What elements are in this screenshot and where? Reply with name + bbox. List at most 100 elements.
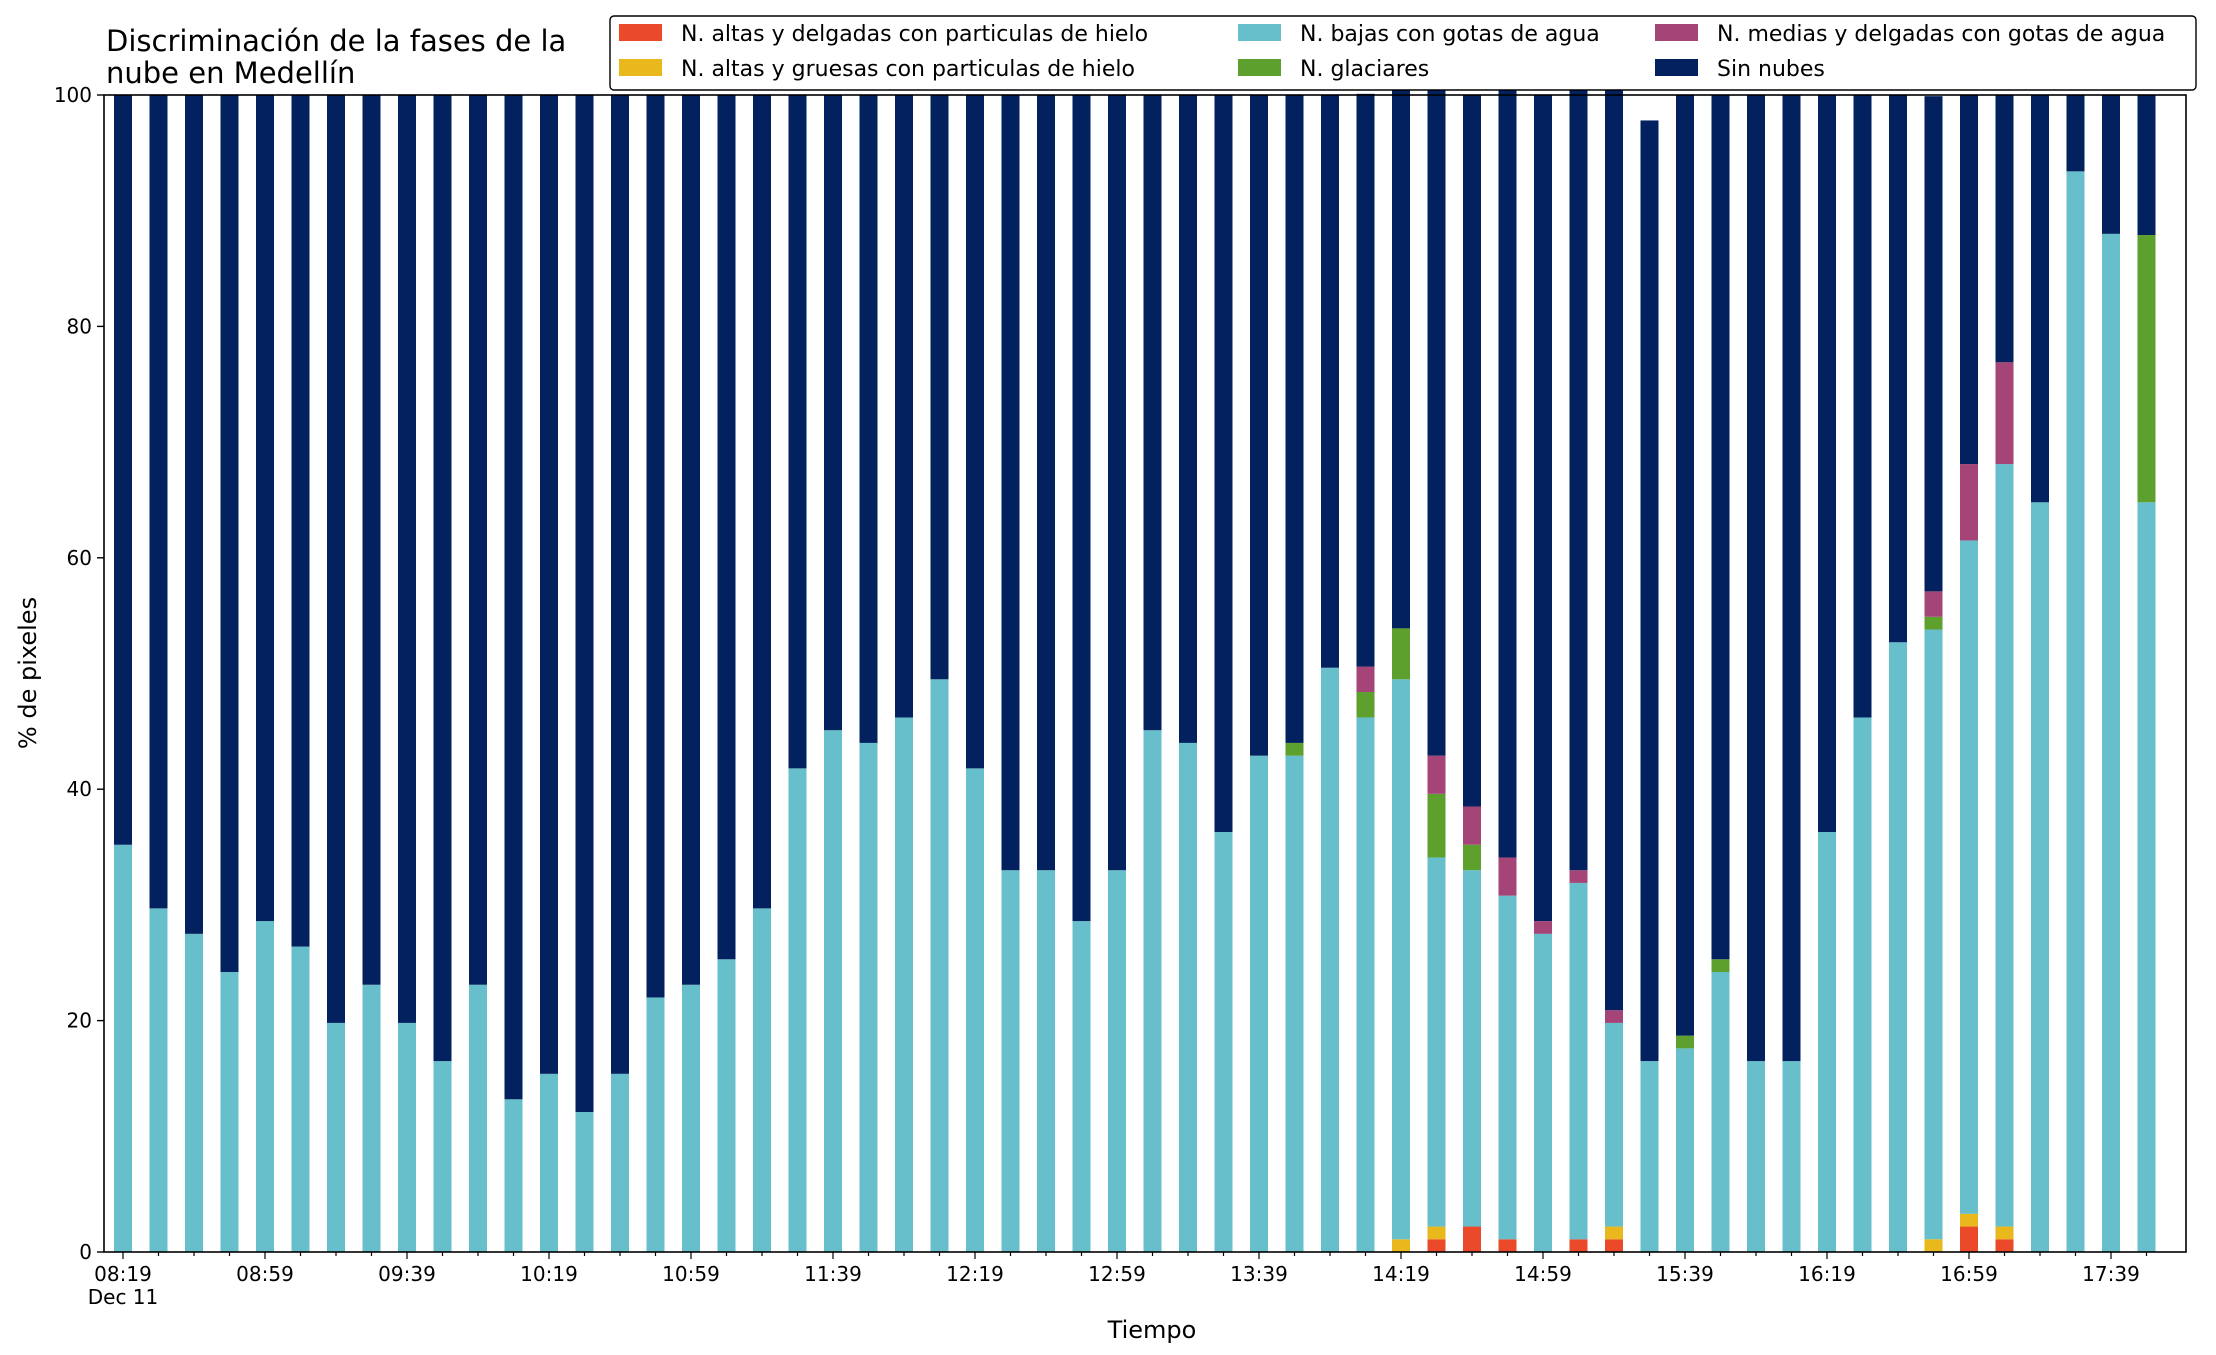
legend-swatch-s0	[619, 24, 662, 41]
bar-segment-s5-c3	[220, 95, 239, 973]
legend-label-s2: N. bajas con gotas de agua	[1300, 22, 1600, 47]
chart-title-line2: nube en Medellín	[106, 56, 355, 90]
bar-segment-s2-c45	[1711, 972, 1730, 1252]
bar-segment-s1-c53	[1995, 1226, 2014, 1240]
x-tick-label: 14:19	[1372, 1262, 1430, 1286]
bar-segment-s2-c51	[1924, 629, 1943, 1240]
legend-frame	[609, 15, 2197, 91]
bar-segment-s5-c5	[291, 95, 310, 947]
bar-segment-s5-c28	[1108, 95, 1126, 871]
bar-segment-s2-c55	[2066, 171, 2085, 1253]
bar-segment-s4-c38	[1463, 806, 1481, 845]
bar-segment-s5-c42	[1605, 82, 1623, 1011]
x-tick-label: 15:39	[1656, 1262, 1714, 1286]
x-tick-label: 16:59	[1940, 1262, 1998, 1286]
bar-segment-s2-c56	[2102, 233, 2120, 1253]
bar-segment-s2-c53	[1995, 464, 2014, 1227]
bar-segment-s3-c38	[1463, 844, 1481, 871]
bar-segment-s5-c55	[2066, 95, 2085, 172]
bar-segment-s2-c20	[824, 730, 842, 1252]
bar-segment-s2-c57	[2137, 502, 2156, 1252]
bar-segment-s5-c39	[1498, 82, 1517, 858]
bar-segment-s4-c40	[1534, 921, 1552, 934]
bar-segment-s0-c39	[1498, 1239, 1517, 1252]
bar-segment-s5-c9	[433, 95, 452, 1062]
bar-segment-s2-c11	[504, 1099, 523, 1252]
legend-label-s1: N. altas y gruesas con particulas de hie…	[681, 57, 1135, 82]
x-tick-label: 11:39	[804, 1262, 862, 1286]
x-axis: 08:19 08:59 09:39 10:19 10:59 11:39 12:19 12:59…	[88, 1252, 2148, 1309]
bar-segment-s0-c53	[1995, 1239, 2014, 1252]
bar-segment-s4-c35	[1356, 666, 1375, 693]
bar-segment-s2-c8	[398, 1022, 416, 1252]
x-tick-label: 09:39	[378, 1262, 436, 1286]
y-axis-label: % de pixeles	[14, 597, 42, 749]
bar-segment-s5-c25	[1001, 95, 1020, 871]
bar-segment-s2-c16	[682, 984, 700, 1252]
bar-segment-s2-c22	[895, 717, 913, 1252]
bar-segment-s5-c10	[469, 95, 487, 985]
bar-segment-s2-c9	[433, 1061, 452, 1252]
bar-segment-s5-c34	[1321, 95, 1339, 668]
y-tick-label: 60	[67, 546, 92, 570]
bar-segment-s2-c54	[2031, 502, 2049, 1252]
bar-segment-s2-c24	[966, 768, 984, 1252]
bar-segment-s0-c52	[1960, 1226, 1978, 1252]
bar-segment-s5-c14	[611, 95, 629, 1074]
bar-segment-s2-c25	[1001, 870, 1020, 1252]
bar-segment-s5-c32	[1250, 95, 1268, 756]
bar-segment-s5-c54	[2031, 95, 2049, 503]
bar-segment-s1-c42	[1605, 1226, 1623, 1240]
bar-segment-s5-c43	[1640, 120, 1659, 1062]
bar-segment-s2-c33	[1285, 755, 1304, 1252]
bar-segment-s3-c33	[1285, 742, 1304, 756]
bar-segment-s5-c48	[1818, 95, 1836, 833]
bar-segment-s4-c37	[1427, 755, 1446, 794]
bar-segment-s3-c45	[1711, 959, 1730, 973]
bar-segment-s4-c53	[1995, 362, 2014, 465]
bar-segment-s2-c21	[859, 742, 878, 1252]
bar-segment-s4-c52	[1960, 464, 1978, 541]
bar-segment-s5-c38	[1463, 95, 1481, 807]
bar-segment-s2-c31	[1214, 832, 1233, 1252]
x-tick-label: 10:19	[520, 1262, 578, 1286]
bar-segment-s5-c51	[1924, 96, 1943, 592]
bar-segment-s5-c52	[1960, 95, 1978, 465]
x-tick-label: 10:59	[662, 1262, 720, 1286]
bar-segment-s5-c46	[1747, 95, 1765, 1062]
bar-segment-s5-c12	[540, 95, 558, 1074]
legend: N. altas y delgadas con particulas de hi…	[609, 15, 2197, 91]
bar-segment-s2-c34	[1321, 667, 1339, 1252]
bar-segment-s3-c57	[2137, 235, 2156, 503]
bar-segment-s5-c21	[859, 95, 878, 743]
bar-segment-s5-c27	[1072, 95, 1091, 922]
bar-segment-s5-c53	[1995, 95, 2014, 363]
y-tick-label: 40	[67, 777, 92, 801]
bar-segment-s2-c43	[1640, 1061, 1659, 1252]
bar-segment-s2-c10	[469, 984, 487, 1252]
bar-segment-s5-c23	[930, 95, 949, 680]
bar-segment-s5-c7	[362, 95, 381, 985]
y-tick-label: 0	[79, 1240, 92, 1264]
bar-segment-s5-c22	[895, 95, 913, 718]
bar-segment-s2-c0	[114, 844, 132, 1252]
bar-segment-s2-c36	[1392, 679, 1410, 1240]
legend-swatch-s3	[1238, 59, 1281, 76]
bar-segment-s5-c35	[1356, 93, 1375, 667]
bar-segment-s3-c37	[1427, 793, 1446, 858]
bar-segment-s3-c51	[1924, 616, 1943, 630]
bar-segment-s5-c11	[504, 95, 523, 1100]
bar-segment-s2-c7	[362, 984, 381, 1252]
bar-segment-s5-c20	[824, 95, 842, 731]
x-tick-label: 13:39	[1230, 1262, 1288, 1286]
bar-segment-s3-c44	[1676, 1035, 1694, 1049]
y-tick-label: 80	[67, 314, 92, 338]
bar-segment-s2-c52	[1960, 540, 1978, 1214]
bar-segment-s5-c4	[256, 95, 274, 922]
legend-label-s0: N. altas y delgadas con particulas de hi…	[681, 22, 1148, 47]
bar-segment-s3-c36	[1392, 628, 1410, 680]
bar-segment-s5-c37	[1427, 82, 1446, 756]
bars-group	[114, 82, 2156, 1253]
y-axis: 0 20 40 60 80 100	[54, 83, 104, 1264]
bar-segment-s5-c33	[1285, 95, 1304, 743]
